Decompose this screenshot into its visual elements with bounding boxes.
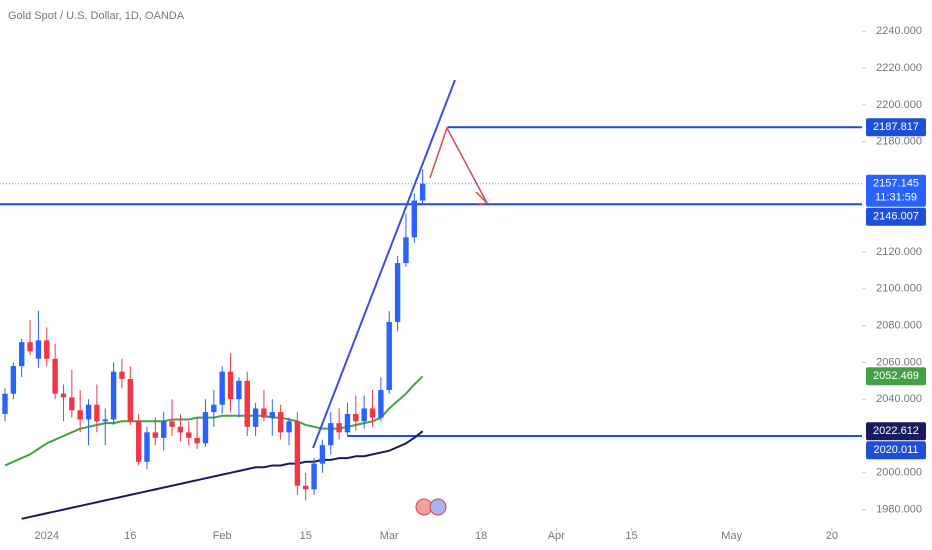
candle-body xyxy=(411,200,417,238)
price-label-box xyxy=(866,422,926,441)
candle-body xyxy=(236,380,242,400)
y-tick-label: 2180.000 xyxy=(876,136,922,148)
y-tick-label: 2100.000 xyxy=(876,283,922,295)
x-tick-label: Feb xyxy=(213,530,232,542)
x-tick-label: 2024 xyxy=(35,530,59,542)
y-tick-label: 2040.000 xyxy=(876,393,922,405)
candle-body xyxy=(328,423,334,446)
candle-body xyxy=(144,432,150,462)
candle-body xyxy=(60,393,67,398)
y-tick-label: 2220.000 xyxy=(876,62,922,74)
candle-body xyxy=(169,421,175,427)
y-tick-label: 2060.000 xyxy=(876,356,922,368)
candle-body xyxy=(378,390,384,418)
candle-body xyxy=(403,237,409,264)
candle-body xyxy=(10,366,17,394)
candle-body xyxy=(102,419,108,422)
price-label-box xyxy=(866,118,926,137)
candle-body xyxy=(135,421,142,462)
candle-body xyxy=(194,437,200,444)
x-tick-label: 15 xyxy=(625,530,637,542)
candle-body xyxy=(152,432,159,438)
candle-body xyxy=(303,485,309,490)
candle-body xyxy=(319,445,326,464)
price-label: 2052.469 xyxy=(873,370,919,382)
candle-body xyxy=(69,397,75,411)
candle-body xyxy=(35,340,42,359)
candle-body xyxy=(211,404,217,413)
price-label: 2146.007 xyxy=(873,211,919,223)
y-tick-label: 2120.000 xyxy=(876,246,922,258)
candle-body xyxy=(261,408,267,418)
x-tick-label: 18 xyxy=(475,530,487,542)
candle-body xyxy=(294,421,301,486)
candle-body xyxy=(2,393,8,414)
y-tick-label: 2200.000 xyxy=(876,99,922,111)
candle-body xyxy=(244,380,250,427)
candle-body xyxy=(52,358,58,394)
candle-body xyxy=(27,342,33,352)
candle-body xyxy=(386,321,392,391)
candle-body xyxy=(219,371,225,405)
candle-body xyxy=(127,378,134,422)
price-label: 2187.817 xyxy=(873,121,919,133)
y-tick-label: 1980.000 xyxy=(876,504,922,516)
candle-body xyxy=(311,463,317,490)
y-tick-label: 2000.000 xyxy=(876,467,922,479)
candle-body xyxy=(177,426,184,433)
candle-body xyxy=(161,421,167,438)
candle-body xyxy=(186,432,192,438)
candle-body xyxy=(227,371,234,400)
arrow-head xyxy=(475,191,489,206)
plot-area xyxy=(0,126,862,520)
chart-title: Gold Spot / U.S. Dollar, 1D, OANDA xyxy=(8,10,185,22)
x-tick-label: 15 xyxy=(300,530,312,542)
candle-body xyxy=(252,408,259,427)
candle-body xyxy=(394,263,401,322)
candle-body xyxy=(202,412,209,444)
y-tick-label: 2240.000 xyxy=(876,25,922,37)
y-tick-label: 2080.000 xyxy=(876,320,922,332)
candle-body xyxy=(336,423,342,433)
price-label-box xyxy=(866,174,926,207)
candle-body xyxy=(85,404,92,420)
candle-body xyxy=(119,371,125,379)
candle-body xyxy=(94,404,100,422)
drawings xyxy=(312,79,489,516)
x-tick-label: 20 xyxy=(826,530,838,542)
price-label: 2020.011 xyxy=(873,444,918,456)
candle-body xyxy=(44,340,50,359)
x-tick-label: May xyxy=(721,530,742,542)
candle-body xyxy=(419,183,426,201)
candle-body xyxy=(286,421,292,433)
price-label-box xyxy=(866,441,926,460)
moving-average xyxy=(21,430,424,520)
event-icon[interactable] xyxy=(429,498,447,516)
candle-body xyxy=(19,342,25,367)
candle-body xyxy=(353,413,359,422)
price-label-box xyxy=(866,207,926,226)
price-axis: 1980.000 2000.000 2040.000 2060.000 2080.000… xyxy=(35,25,926,542)
candle-body xyxy=(369,408,376,418)
candle-body xyxy=(361,408,367,422)
price-label: 2022.612 xyxy=(873,425,919,437)
x-tick-label: 16 xyxy=(124,530,136,542)
arrow-path xyxy=(429,126,488,204)
trend-line xyxy=(312,79,456,449)
candle-body xyxy=(110,371,117,420)
x-tick-label: Mar xyxy=(380,530,399,542)
price-label: 11:31:59 xyxy=(875,192,917,204)
candle-body xyxy=(77,410,83,420)
price-label: 2157.145 xyxy=(873,178,919,190)
x-tick-label: Apr xyxy=(548,530,565,542)
candle-body xyxy=(269,412,275,418)
candle-body xyxy=(277,412,284,433)
price-label-box xyxy=(866,367,926,386)
candle-body xyxy=(344,413,351,433)
